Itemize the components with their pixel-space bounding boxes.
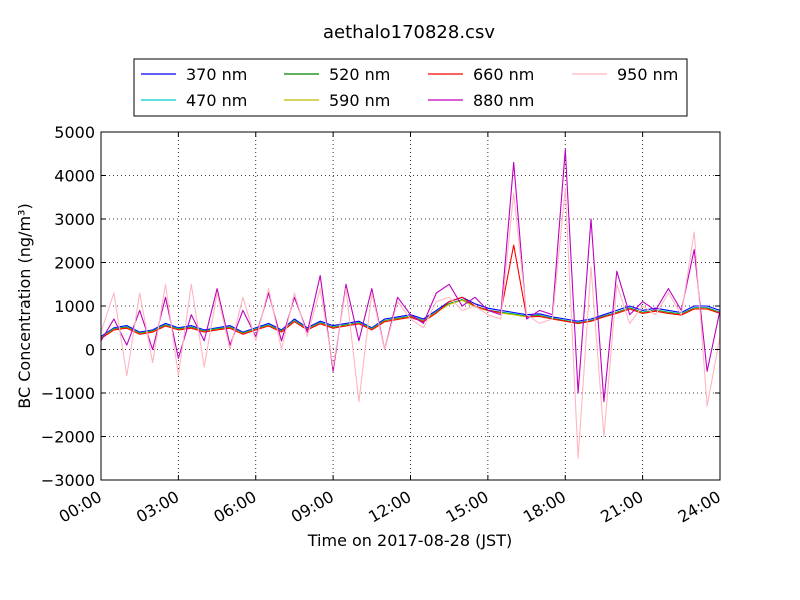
x-tick-label: 06:00 [210,487,259,527]
legend-box [133,58,688,117]
legend-label: 370 nm [186,65,247,84]
legend-label: 880 nm [473,91,534,110]
series-line-880-nm [100,148,721,403]
y-tick-label: 2000 [54,254,95,273]
y-tick-label: −3000 [41,471,95,490]
legend-label: 950 nm [617,65,678,84]
x-tick-label: 00:00 [56,487,105,527]
legend-label: 590 nm [329,91,390,110]
y-tick-label: −1000 [41,384,95,403]
legend: 370 nm 470 nm 520 nm 590 nm 660 nm 880 nm 950 … [133,58,688,117]
series-line-950-nm [100,188,721,459]
series-layer [100,148,721,459]
legend-label: 660 nm [473,65,534,84]
axes: −3000 −2000 −1000 0 1000 2000 3000 4000 5000 00:0… [41,123,724,527]
x-tick-label: 21:00 [597,487,646,527]
y-axis-label: BC Concentration (ng/m³) [15,203,34,408]
x-tick-label: 18:00 [520,487,569,527]
chart-title: aethalo170828.csv [323,22,495,43]
x-tick-label: 24:00 [675,487,724,527]
y-tick-label: 1000 [54,297,95,316]
x-tick-label: 12:00 [365,487,414,527]
y-tick-label: 4000 [54,167,95,186]
y-tick-label: 5000 [54,123,95,142]
x-tick-label: 03:00 [133,487,182,527]
y-tick-label: 3000 [54,210,95,229]
x-axis-label: Time on 2017-08-28 (JST) [307,531,512,550]
legend-label: 520 nm [329,65,390,84]
y-tick-label: −2000 [41,428,95,447]
x-tick-label: 09:00 [288,487,337,527]
y-tick-label: 0 [85,341,95,360]
series-line-660-nm [100,244,721,340]
legend-label: 470 nm [186,91,247,110]
x-tick-label: 15:00 [442,487,491,527]
